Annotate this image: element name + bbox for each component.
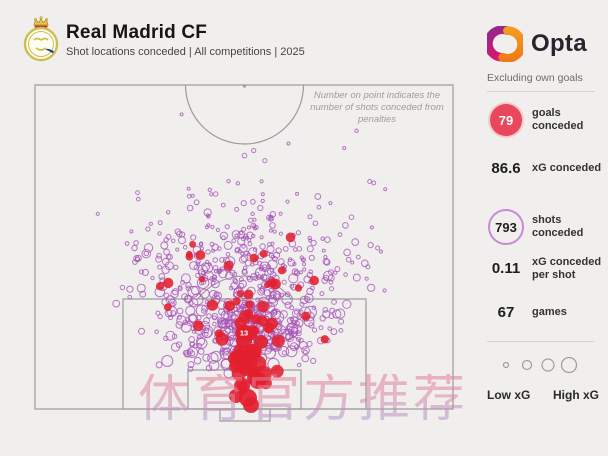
shots-badge: 793	[488, 209, 524, 245]
opta-wordmark: Opta	[531, 30, 587, 57]
stat-label: shots conceded	[532, 214, 584, 239]
opta-logo-icon	[487, 26, 523, 62]
stat-xg-conceded: 86.6 xG conceded	[487, 160, 605, 177]
excluding-own-goals-note: Excluding own goals	[487, 72, 583, 84]
divider	[487, 341, 595, 342]
stat-xg-per-shot: 0.11 xG conceded per shot	[487, 256, 605, 281]
pitch-shot-map: 13	[34, 84, 454, 422]
stat-label: xG conceded per shot	[532, 256, 602, 281]
high-xg-label: High xG	[552, 388, 599, 402]
xg-size-legend-labels: Low xG High xG	[487, 388, 599, 402]
real-madrid-crest-logo	[23, 16, 59, 62]
stat-label: games	[532, 306, 567, 319]
stat-value: 86.6	[491, 160, 521, 177]
page-subtitle: Shot locations conceded | All competitio…	[66, 46, 305, 58]
low-xg-label: Low xG	[487, 388, 531, 402]
penalty-note: Number on point indicates the number of …	[310, 90, 444, 125]
divider	[487, 91, 595, 92]
stat-label: goals conceded	[532, 107, 584, 132]
stat-label: xG conceded	[532, 162, 602, 175]
goals-badge: 79	[490, 104, 522, 136]
shot-points-layer: 13	[95, 112, 388, 413]
opta-brand: Opta	[487, 26, 587, 62]
xg-size-legend-icon	[502, 356, 578, 374]
stat-shots-conceded: 793 shots conceded	[487, 209, 605, 245]
watermark-text: 体育官方推荐	[138, 371, 469, 428]
stat-value: 67	[497, 304, 515, 321]
stat-value: 0.11	[491, 260, 521, 278]
stat-games: 67 games	[487, 304, 605, 321]
page-title: Real Madrid CF	[66, 22, 208, 43]
stat-goals-conceded: 79 goals conceded	[487, 104, 605, 136]
crown-icon	[33, 16, 49, 28]
svg-text:13: 13	[240, 329, 248, 338]
